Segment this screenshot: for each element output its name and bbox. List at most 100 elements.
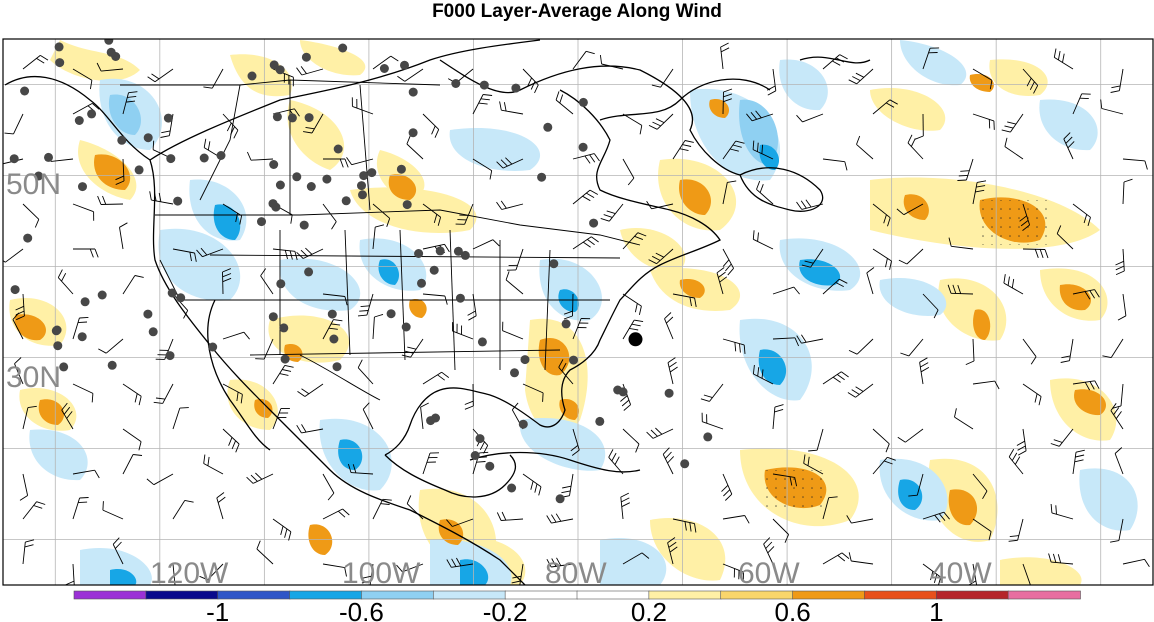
wind-barb [722,563,744,582]
wind-barb [98,338,124,354]
wind-barb [672,518,697,533]
wind-barb [1022,383,1042,406]
station-dot [561,319,571,329]
wind-barb [947,284,974,295]
wind-barb [452,322,474,340]
station-dot [332,362,342,372]
wind-barb [372,498,392,520]
station-dot [569,355,578,365]
wind-barb [722,338,746,354]
map-title: F000 Layer-Average Along Wind [432,1,722,22]
wind-barb [722,515,750,524]
wind-barb [1112,383,1124,409]
station-dot [20,86,30,96]
station-dot [578,142,588,152]
lon-label-40w: 40W [930,557,992,590]
wind-barb [555,91,574,115]
wind-barb [546,557,574,568]
station-dot [292,172,302,182]
station-dot [279,323,289,333]
wind-barb [346,157,374,166]
station-dot [301,52,311,62]
wind-barb [57,269,74,295]
station-dot [257,217,266,227]
longitude-labels: 120W 100W 80W 60W 40W [150,557,992,590]
station-dot [401,322,411,332]
wind-barb [22,539,35,565]
wind-barb [672,293,697,307]
station-dot [327,309,337,319]
wind-barb [372,313,384,340]
station-dot [386,309,396,319]
wind-barb [622,293,642,315]
wind-barb [622,158,635,186]
wind-barb [914,113,924,140]
colorbar-tick-label: 0.2 [631,597,667,622]
wind-barb [172,499,194,520]
wind-barb [1072,449,1085,475]
wind-barb [872,203,891,227]
wind-barb [796,199,824,210]
wind-barb [122,383,142,406]
station-dot [34,171,44,181]
wind-barb [357,359,374,385]
station-dot [511,83,521,93]
wind-barb [1072,203,1091,227]
colorbar-swatch [864,590,938,600]
wind-barb [422,203,442,226]
wind-barb [361,563,374,585]
station-dot [165,351,175,361]
wind-barb [296,247,324,259]
station-dot [280,354,290,364]
station-dot [167,288,177,298]
wind-barb [722,180,737,205]
wind-barb [700,383,724,402]
wind-barb [1072,289,1100,300]
station-dot [578,97,588,107]
wind-barb [122,91,138,115]
station-dot [341,196,351,206]
wind-barb [716,267,728,295]
wind-barb [322,508,350,520]
wind-barb [572,318,591,340]
wind-barb [1122,558,1150,568]
station-dot [477,337,487,347]
station-dot [367,168,377,178]
wind-barb [149,191,174,205]
station-dot [44,152,53,162]
wind-barb [752,230,774,250]
station-dot [54,42,64,52]
wind-barb [511,563,524,585]
station-dot [199,153,209,163]
wind-barb [1117,293,1127,321]
wind-barb [822,278,848,295]
station-dot [148,327,158,337]
wind-barb [172,248,197,262]
station-dot [417,278,426,288]
station-dot [269,160,279,169]
station-dot [357,181,366,191]
wind-barb [464,383,474,410]
wind-barb [272,408,290,430]
wind-barb [296,66,324,76]
wind-barb [3,248,24,263]
wind-barb [563,293,574,320]
wind-barb [948,237,974,250]
wind-barb [896,203,924,216]
wind-barb [1072,93,1091,115]
wind-barb [1001,113,1024,133]
wind-barb [72,383,94,403]
wind-barb [922,47,940,70]
wind-barb [322,203,337,230]
wind-barb [848,68,874,85]
station-dot [304,113,314,123]
wind-barb [522,473,542,496]
anomaly-contours [9,40,1138,585]
wind-barb [1115,248,1125,276]
wind-barb [701,412,724,430]
station-dot [143,309,153,319]
wind-barb [622,552,650,565]
wind-barb [119,222,128,250]
wind-barb [522,383,544,402]
station-dot [143,133,153,143]
